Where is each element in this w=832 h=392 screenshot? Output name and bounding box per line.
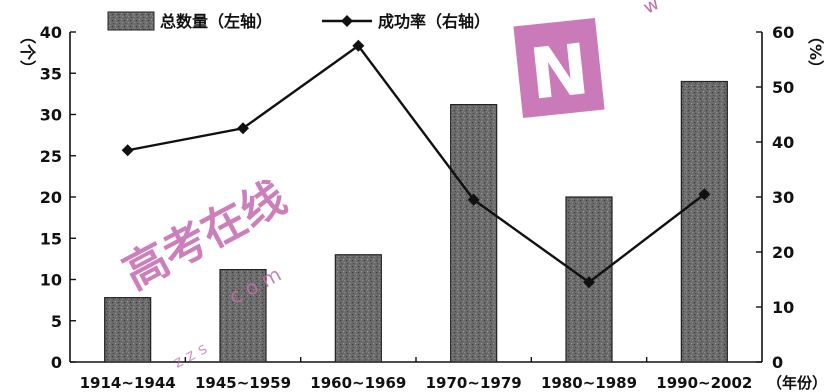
legend-line-label: 成功率（右轴） xyxy=(378,12,490,31)
watermark-logo xyxy=(513,17,605,119)
right-tick-label: 40 xyxy=(772,133,794,152)
x-tick-label: 1914~1944 xyxy=(80,374,176,392)
left-tick-label: 0 xyxy=(51,353,62,372)
x-tick-label: 1970~1979 xyxy=(426,374,522,392)
bar xyxy=(450,103,498,363)
right-axis-label: （%） xyxy=(806,28,825,76)
watermark-logo-letter: N xyxy=(526,28,593,116)
bar xyxy=(104,297,152,363)
line-point xyxy=(237,122,249,135)
left-tick-label: 40 xyxy=(40,23,62,42)
right-tick-label: 50 xyxy=(772,78,794,97)
line-point xyxy=(698,188,711,201)
line-point xyxy=(352,39,365,52)
x-tick-label: 1960~1969 xyxy=(310,374,406,392)
line-point xyxy=(583,276,595,289)
right-tick-label: 10 xyxy=(772,298,794,317)
right-tick-label: 20 xyxy=(772,243,794,262)
left-tick-label: 25 xyxy=(40,147,62,166)
success-rate-line xyxy=(127,44,706,284)
right-tick-label: 60 xyxy=(772,23,794,42)
legend-bar-swatch xyxy=(107,11,155,31)
line-point xyxy=(467,193,480,206)
legend-bar-label: 总数量（左轴） xyxy=(160,12,272,31)
x-tick-label: 1945~1959 xyxy=(195,374,291,392)
left-tick-label: 30 xyxy=(40,106,62,125)
right-tick-label: 30 xyxy=(772,188,794,207)
left-tick-label: 5 xyxy=(51,312,62,331)
bar xyxy=(219,269,267,363)
legend-line-marker xyxy=(341,15,353,27)
bar xyxy=(680,80,728,363)
x-axis-label: （年份） xyxy=(767,374,827,392)
left-tick-label: 10 xyxy=(40,271,62,290)
line-point xyxy=(121,144,134,157)
left-tick-label: 35 xyxy=(40,64,62,83)
right-tick-label: 0 xyxy=(772,353,783,372)
left-tick-label: 20 xyxy=(40,188,62,207)
left-tick-label: 15 xyxy=(40,229,62,248)
x-tick-label: 1980~1989 xyxy=(541,374,637,392)
left-axis-label: （个） xyxy=(18,28,37,76)
x-tick-label: 1990~2002 xyxy=(656,374,752,392)
bar xyxy=(334,254,382,363)
